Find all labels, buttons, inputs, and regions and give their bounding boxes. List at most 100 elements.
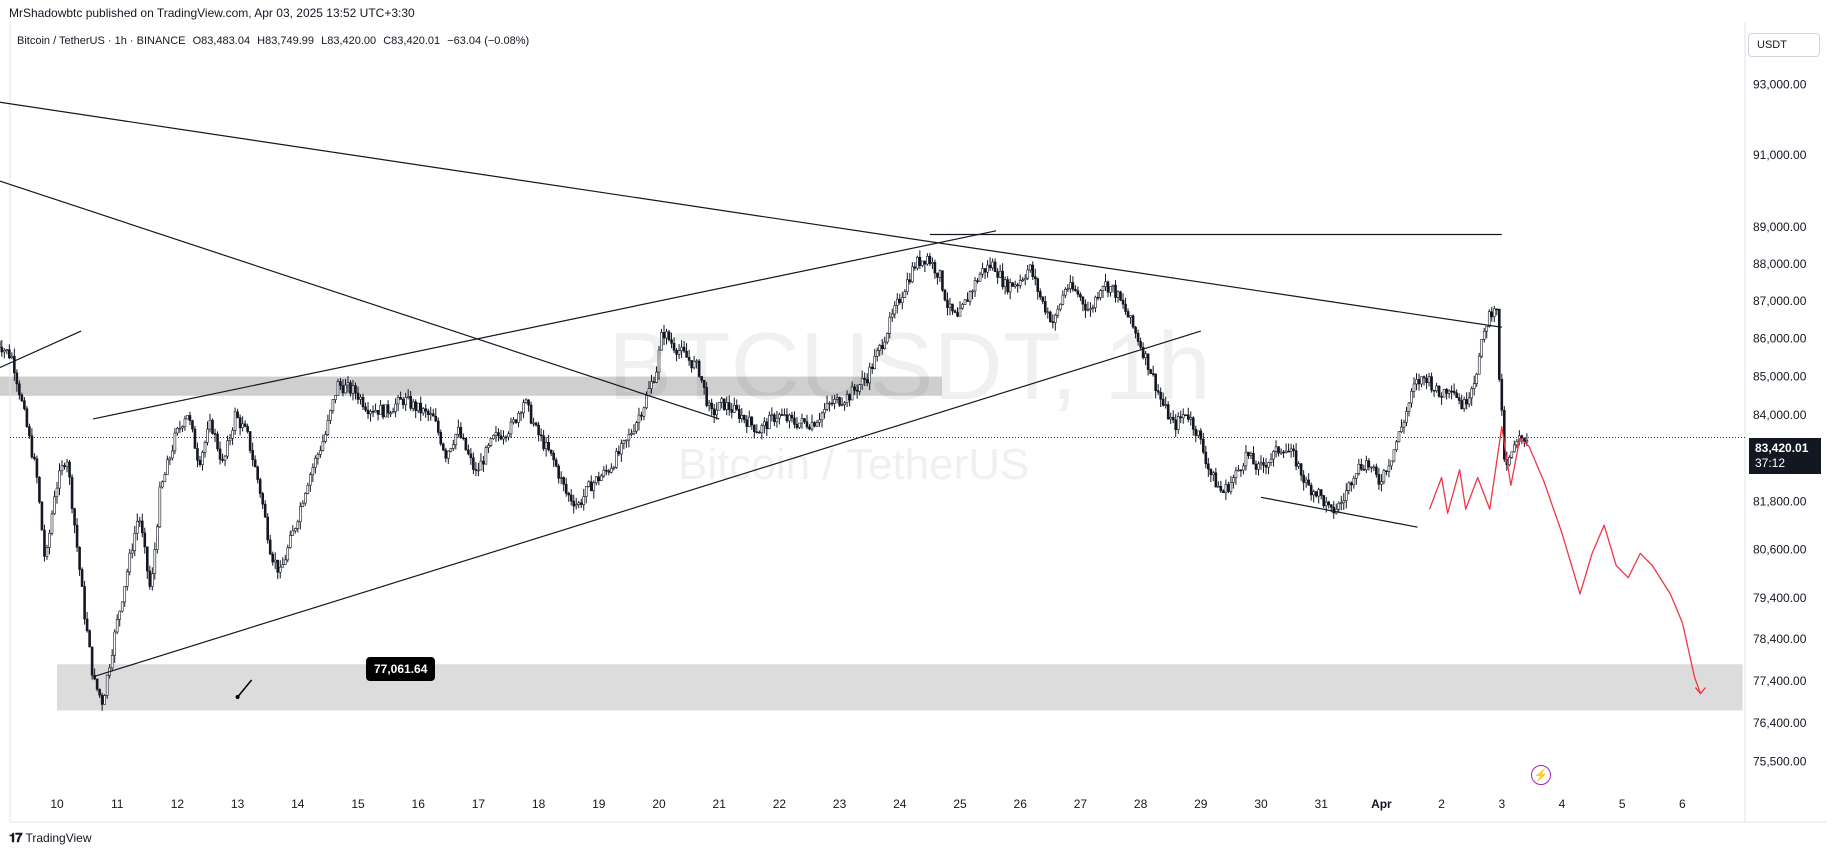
currency-selector[interactable]: USDT (1748, 33, 1820, 57)
candle (1086, 301, 1090, 312)
candle (988, 257, 992, 271)
candle-body (299, 506, 302, 523)
candle-body (1239, 469, 1243, 472)
candle (670, 332, 673, 349)
candle (286, 544, 290, 563)
candle-body (1415, 379, 1418, 385)
price-callout[interactable]: 77,061.64 (366, 657, 436, 681)
candle (1038, 288, 1042, 300)
candle-body (1477, 355, 1481, 375)
candle-body (1159, 391, 1162, 400)
candle (268, 534, 272, 555)
candle-body (760, 425, 764, 434)
candle-body (431, 413, 435, 417)
ohlc-low: L83,420.00 (321, 35, 377, 47)
candle (434, 408, 438, 422)
candle (1076, 286, 1080, 298)
candle-body (537, 424, 540, 436)
candle-body (1181, 414, 1185, 419)
candle-body (1332, 506, 1336, 514)
candle-body (961, 304, 964, 309)
candle-body (359, 396, 362, 400)
x-tick-label: 24 (893, 797, 907, 811)
candle (276, 559, 280, 580)
candle-body (341, 385, 345, 394)
candle-body (1214, 472, 1218, 488)
candle-body (70, 476, 74, 509)
candle (823, 403, 826, 419)
candle-body (657, 349, 661, 373)
candle (750, 415, 754, 430)
candle-body (452, 444, 455, 449)
candle (58, 463, 61, 496)
candle-body (582, 496, 586, 505)
candle (1314, 490, 1318, 498)
candle (75, 518, 79, 552)
candle-body (1314, 491, 1318, 497)
candle (971, 289, 974, 300)
candle-body (55, 487, 59, 498)
candle (243, 420, 247, 428)
candle-body (504, 436, 508, 439)
candle-body (133, 532, 137, 552)
candle (140, 513, 144, 538)
candle-body (1109, 286, 1112, 293)
candle-body (687, 357, 691, 361)
candle-body (800, 418, 804, 424)
candle-body (369, 410, 372, 415)
candle-body (1166, 404, 1170, 420)
y-tick-label: 77,400.00 (1753, 674, 1807, 688)
candle (1475, 372, 1479, 387)
candle (742, 414, 746, 424)
candle-body (1337, 502, 1341, 510)
candle-body (612, 467, 616, 469)
candle (1119, 290, 1122, 302)
lightning-icon[interactable]: ⚡ (1531, 765, 1551, 785)
candle-body (301, 502, 305, 507)
candle-body (825, 403, 829, 410)
symbol-legend[interactable]: Bitcoin / TetherUS · 1h · BINANCE O83,48… (17, 35, 533, 47)
candle-body (888, 316, 892, 334)
candle-body (803, 418, 806, 422)
candle-body (266, 516, 270, 541)
candle (1003, 276, 1007, 295)
candle-body (574, 504, 578, 507)
tradingview-logo[interactable]: 𝟏𝟕 TradingView (9, 830, 92, 846)
candle (514, 418, 518, 424)
candle-body (1049, 311, 1052, 322)
candle-body (793, 417, 796, 425)
candle-body (951, 303, 954, 312)
candle-body (233, 411, 237, 431)
candle-body (354, 385, 357, 394)
symbol-name[interactable]: Bitcoin / TetherUS · 1h · BINANCE (17, 35, 186, 47)
candle-body (1202, 438, 1205, 453)
candle-body (1515, 441, 1519, 446)
candle (1430, 372, 1433, 393)
candle-body (459, 427, 463, 438)
candle (542, 429, 545, 452)
candle (911, 262, 914, 284)
candle-body (1091, 307, 1095, 309)
candle (351, 379, 355, 401)
candle-body (1191, 417, 1195, 430)
candle (825, 395, 829, 412)
candle (640, 411, 643, 421)
candle-body (632, 430, 636, 434)
candle-body (1257, 463, 1260, 470)
candle (499, 429, 503, 441)
candle-body (1224, 484, 1228, 493)
candle (201, 450, 204, 471)
candle (848, 393, 851, 407)
candle-body (509, 421, 513, 435)
candle (632, 424, 636, 436)
candle (238, 414, 242, 436)
last-price-tag: 83,420.01 37:12 (1749, 438, 1821, 474)
x-tick-label: Apr (1371, 797, 1392, 811)
candle-body (1342, 500, 1346, 504)
candle-body (627, 434, 631, 441)
candle-body (499, 435, 503, 440)
candle-body (507, 433, 510, 438)
candle-body (283, 559, 287, 565)
candle (948, 297, 952, 316)
